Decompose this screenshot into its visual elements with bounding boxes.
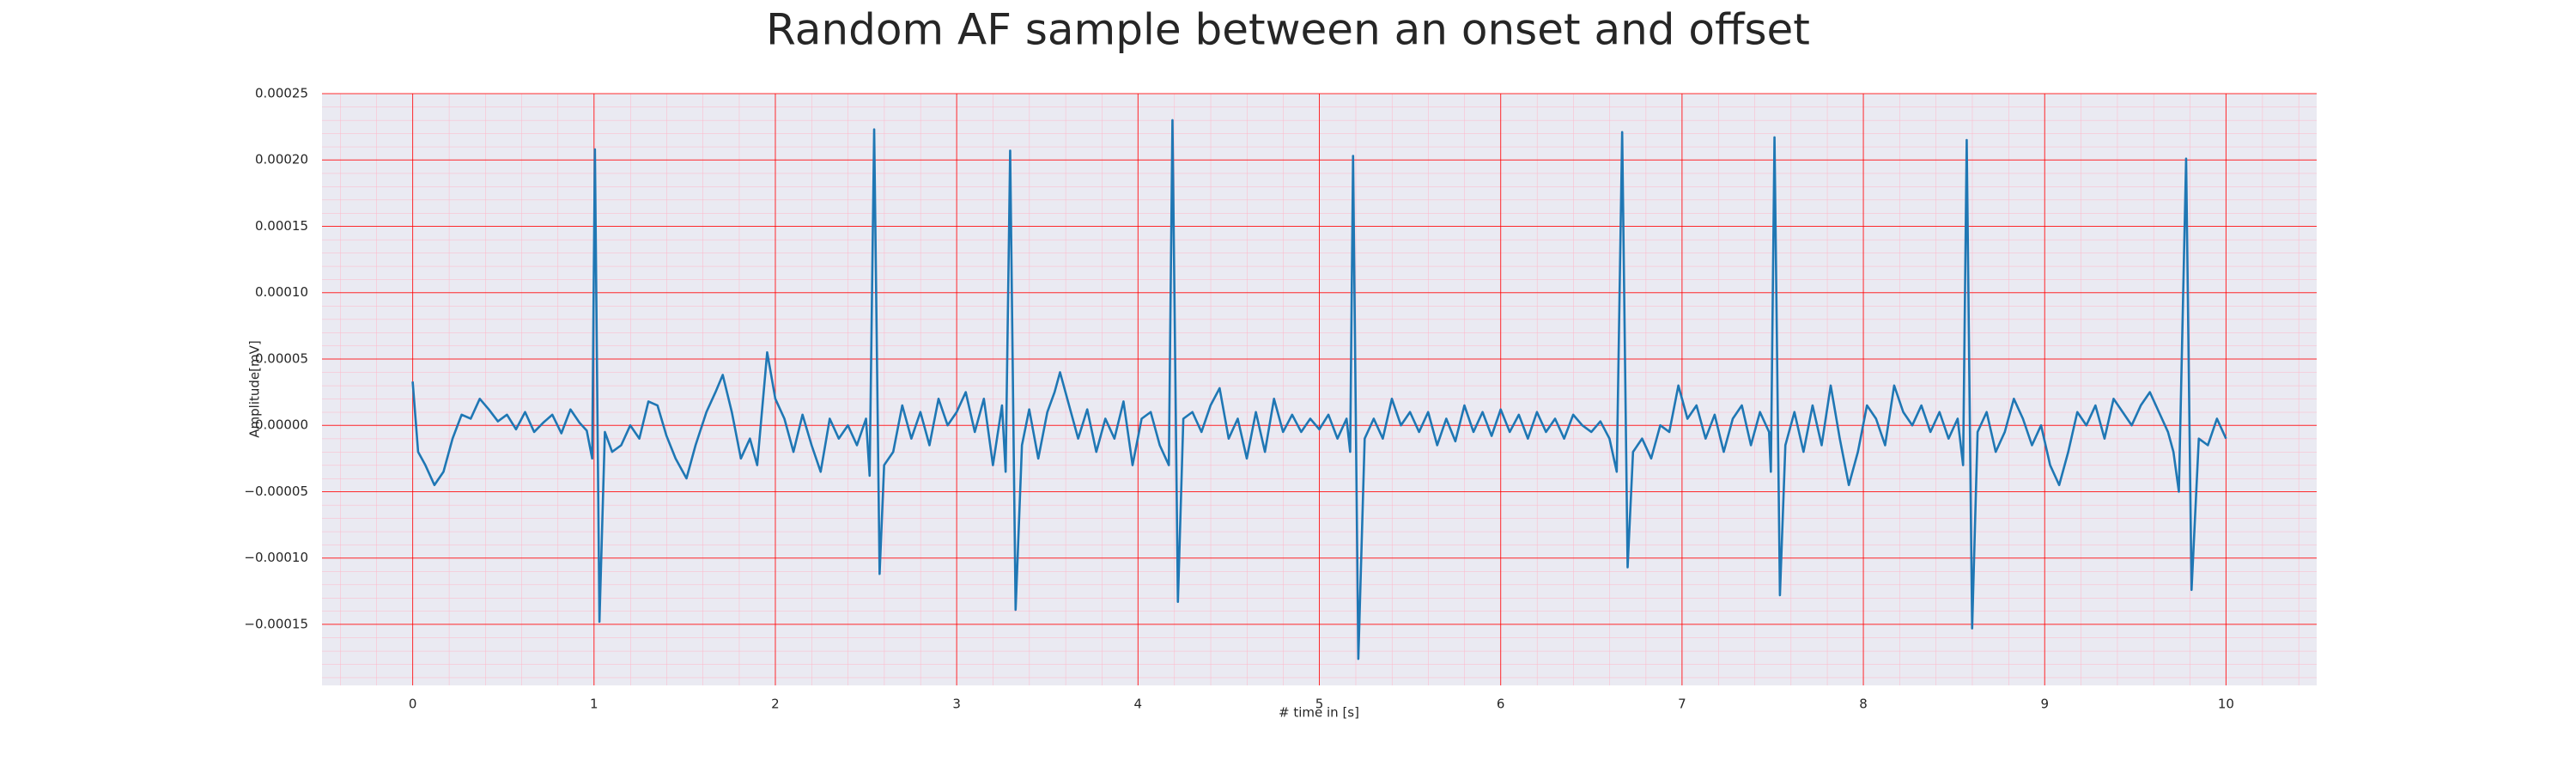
y-tick-label: −0.00010 [244,550,308,565]
y-tick-label: −0.00005 [244,484,308,499]
y-tick-label: 0.00020 [255,152,308,167]
chart-title: Random AF sample between an onset and of… [766,5,1810,55]
tick-labels: 0 1 2 3 4 5 6 7 8 9 10 −0.00015 −0.00010 −0.00005 0.00… [244,86,2234,712]
y-tick-label: 0.00000 [255,417,308,433]
x-axis-label: # time in [s] [1279,705,1359,721]
signal-line [411,119,2227,660]
x-tick-label: 0 [409,697,417,712]
x-tick-label: 8 [1859,697,1868,712]
x-tick-label: 10 [2218,697,2234,712]
x-tick-label: 7 [1678,697,1686,712]
y-tick-label: 0.00015 [255,218,308,234]
x-tick-label: 3 [952,697,961,712]
x-tick-label: 5 [1315,697,1324,712]
series [411,119,2227,660]
x-tick-label: 6 [1497,697,1505,712]
grid [322,93,2317,685]
y-tick-label: −0.00015 [244,616,308,631]
x-tick-label: 9 [2040,697,2049,712]
x-tick-label: 4 [1134,697,1143,712]
y-axis-label: Amplitude[mV] [247,340,263,437]
x-tick-label: 2 [771,697,780,712]
x-tick-label: 1 [590,697,598,712]
y-tick-label: 0.00010 [255,284,308,300]
y-tick-label: 0.00005 [255,350,308,366]
y-tick-label: 0.00025 [255,86,308,101]
